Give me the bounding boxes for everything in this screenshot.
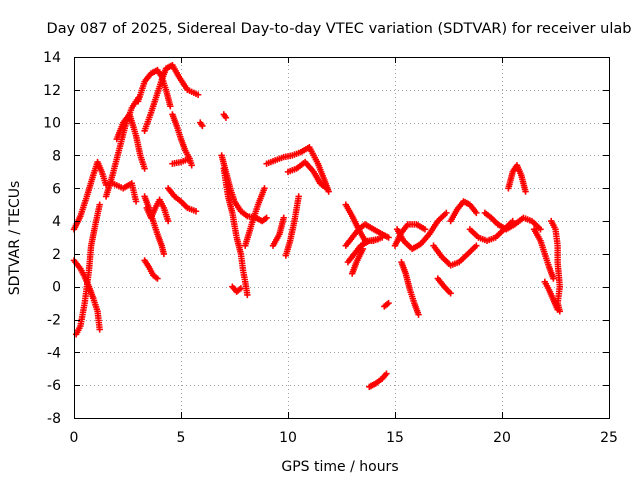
data-point-marker	[383, 370, 390, 377]
data-point-marker	[199, 122, 206, 130]
data-point-marker	[385, 234, 392, 241]
series-arc-38	[481, 209, 544, 233]
data-point-marker	[359, 245, 367, 253]
series-arc-19	[229, 283, 245, 295]
data-point-marker	[96, 326, 103, 333]
data-point-marker	[325, 188, 332, 195]
x-tick-label: 5	[177, 430, 186, 446]
series-arc-12	[169, 111, 195, 169]
axis-ticks: 0 5 10 15 20 25 -8 -6 -4 -2 0 2 4 6 8 10 12 14	[43, 50, 618, 446]
data-point-marker	[421, 226, 429, 233]
series-arc-08	[141, 62, 202, 135]
y-tick-label: -6	[47, 378, 61, 394]
data-point-marker	[537, 226, 544, 233]
y-tick-label: 0	[52, 280, 61, 296]
y-tick-label: -8	[47, 411, 61, 427]
data-point-marker	[222, 114, 230, 121]
series-arc-18	[220, 111, 230, 121]
data-point-marker	[261, 185, 268, 192]
series-arc-34	[430, 242, 480, 269]
series-arc-36	[434, 275, 454, 297]
data-point-marker	[160, 250, 168, 258]
y-tick-label: 12	[43, 83, 61, 99]
data-point-marker	[164, 217, 172, 225]
data-point-marker	[132, 198, 140, 205]
y-tick-label: -2	[47, 313, 61, 329]
data-point-marker	[295, 193, 302, 200]
series-arc-39	[505, 162, 529, 195]
series-arc-05	[113, 111, 148, 172]
series-arc-10	[143, 196, 172, 225]
x-tick-label: 25	[600, 430, 618, 446]
series-arc-20	[242, 185, 268, 249]
data-point-marker	[154, 275, 161, 282]
y-tick-label: 4	[52, 214, 61, 230]
plot-frame	[74, 57, 610, 419]
series-arc-42	[541, 278, 561, 313]
series-arc-15	[197, 119, 206, 130]
data-point-marker	[554, 306, 561, 313]
data-point-marker	[188, 162, 195, 169]
data-point-marker	[374, 235, 382, 243]
y-tick-label: -4	[47, 345, 61, 361]
series-arc-32	[398, 258, 422, 318]
x-axis-label: GPS time / hours	[281, 459, 398, 475]
series-arc-28	[349, 245, 367, 277]
data-point-marker	[263, 214, 270, 222]
data-point-marker	[194, 91, 202, 98]
series-arc-23	[269, 214, 287, 249]
y-tick-label: 6	[52, 181, 61, 197]
series-arc-30	[381, 299, 392, 310]
series-arc-29	[366, 370, 390, 391]
series-arc-03	[72, 201, 103, 338]
series-arc-26	[342, 221, 392, 249]
data-point-marker	[244, 291, 251, 299]
data-point-marker	[473, 209, 480, 217]
series-arc-40	[530, 226, 557, 282]
series-arc-35	[447, 198, 480, 225]
data-point-marker	[550, 275, 557, 282]
x-tick-label: 15	[386, 430, 404, 446]
series-arc-24	[282, 193, 302, 259]
data-point-marker	[141, 165, 148, 172]
series-arc-33	[393, 209, 450, 253]
data-point-marker	[186, 155, 193, 162]
series-arc-21	[263, 144, 332, 195]
y-tick-label: 14	[43, 50, 61, 66]
data-point-marker	[443, 209, 450, 217]
chart-title: Day 087 of 2025, Sidereal Day-to-day VTE…	[47, 21, 632, 37]
data-points	[70, 62, 563, 391]
data-point-marker	[447, 290, 454, 297]
series-arc-14	[164, 185, 200, 215]
data-point-marker	[167, 103, 174, 110]
data-point-marker	[385, 299, 392, 307]
y-tick-label: 2	[52, 247, 61, 263]
data-point-marker	[96, 201, 103, 208]
x-tick-label: 20	[493, 430, 511, 446]
data-point-marker	[237, 285, 245, 292]
y-axis-label: SDTVAR / TECUs	[7, 181, 23, 296]
data-point-marker	[280, 214, 287, 222]
series-arc-17	[220, 165, 251, 299]
series-arc-13	[169, 155, 193, 167]
data-point-marker	[192, 208, 200, 215]
data-point-marker	[522, 188, 529, 195]
data-point-marker	[415, 311, 422, 318]
series-arc-11	[141, 257, 161, 282]
series-arc-22	[284, 158, 330, 192]
y-tick-label: 8	[52, 148, 61, 164]
x-tick-label: 10	[279, 430, 297, 446]
data-point-marker	[323, 185, 330, 192]
series-arc-06	[109, 180, 140, 205]
x-tick-label: 0	[70, 430, 79, 446]
y-tick-label: 10	[43, 116, 61, 132]
data-point-marker	[473, 242, 480, 249]
